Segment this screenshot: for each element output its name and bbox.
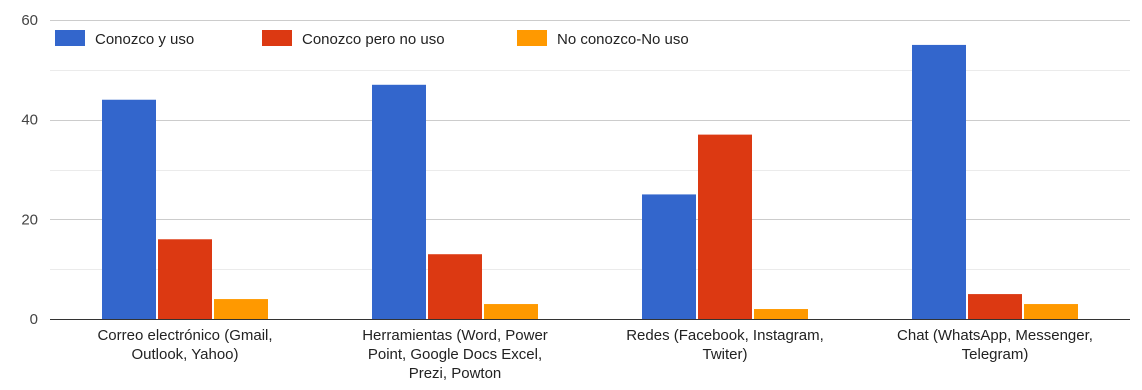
x-category-label: Point, Google Docs Excel, (368, 346, 542, 363)
bar-conozco-y-uso-3[interactable] (912, 44, 966, 320)
gridlines (50, 20, 1130, 320)
legend-swatch (55, 30, 85, 46)
x-category-label: Telegram) (962, 346, 1029, 363)
bar-conozco-y-uso-2[interactable] (642, 194, 696, 319)
legend-item-conozco-pero-no-uso[interactable]: Conozco pero no uso (262, 30, 445, 48)
legend-label: No conozco-No uso (557, 31, 689, 48)
legend-label: Conozco pero no uso (302, 31, 445, 48)
bar-no-conozco-no-uso-1[interactable] (484, 304, 538, 319)
x-category-label: Twiter) (703, 346, 748, 363)
y-axis-ticks: 0 20 40 60 (21, 12, 38, 328)
bar-conozco-y-uso-0[interactable] (102, 99, 156, 319)
legend-swatch (262, 30, 292, 46)
bar-conozco-pero-no-uso-2[interactable] (698, 134, 752, 319)
bars (102, 44, 1078, 320)
bar-no-conozco-no-uso-2[interactable] (754, 309, 808, 319)
bar-conozco-y-uso-1[interactable] (372, 84, 426, 320)
bar-conozco-pero-no-uso-3[interactable] (968, 294, 1022, 319)
x-axis-labels: Correo electrónico (Gmail, Outlook, Yahoo… (97, 327, 1093, 382)
x-category-label: Outlook, Yahoo) (131, 346, 238, 363)
x-category-label: Redes (Facebook, Instagram, (626, 327, 824, 344)
x-category-label: Chat (WhatsApp, Messenger, (897, 327, 1093, 344)
bar-conozco-pero-no-uso-1[interactable] (428, 254, 482, 319)
x-category-label: Prezi, Powton (409, 365, 502, 382)
y-tick-label: 20 (21, 211, 38, 228)
x-category-label: Herramientas (Word, Power (362, 327, 548, 344)
legend-item-no-conozco-no-uso[interactable]: No conozco-No uso (517, 30, 689, 48)
legend-item-conozco-y-uso[interactable]: Conozco y uso (55, 30, 194, 48)
legend-label: Conozco y uso (95, 31, 194, 48)
bar-no-conozco-no-uso-3[interactable] (1024, 304, 1078, 319)
y-tick-label: 60 (21, 12, 38, 29)
legend-swatch (517, 30, 547, 46)
x-category-label: Correo electrónico (Gmail, (97, 327, 272, 344)
bar-no-conozco-no-uso-0[interactable] (214, 299, 268, 319)
y-tick-label: 0 (30, 311, 38, 328)
bar-conozco-pero-no-uso-0[interactable] (158, 239, 212, 319)
legend[interactable]: Conozco y uso Conozco pero no uso No conoz… (55, 30, 689, 48)
y-tick-label: 40 (21, 112, 38, 129)
